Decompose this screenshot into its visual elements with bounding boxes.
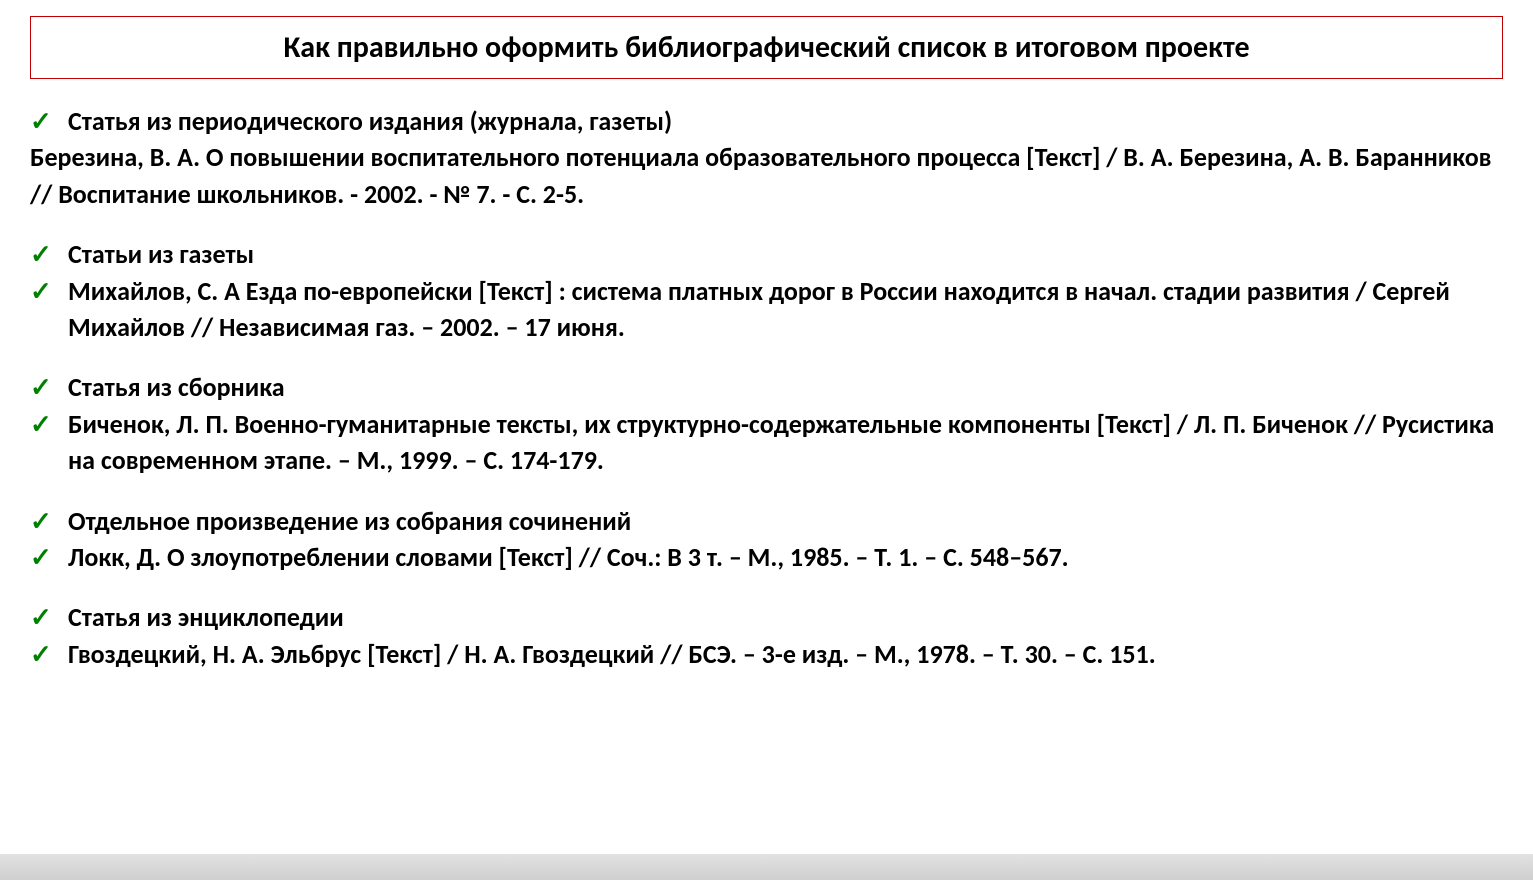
- footer-bar: [0, 854, 1533, 880]
- section-newspaper: ✓ Статьи из газеты ✓ Михайлов, С. А Езда…: [30, 236, 1503, 345]
- heading-line: ✓ Отдельное произведение из собрания соч…: [30, 503, 1503, 539]
- body-line: ✓ Михайлов, С. А Езда по-европейски [Тек…: [30, 273, 1503, 346]
- content-area: ✓ Статья из периодического издания (журн…: [0, 103, 1533, 672]
- body-text: Михайлов, С. А Езда по-европейски [Текст…: [68, 273, 1503, 346]
- heading-text: Статья из периодического издания (журнал…: [68, 103, 1503, 139]
- body-text: Березина, В. А. О повышении воспитательн…: [30, 139, 1503, 212]
- check-icon: ✓: [30, 369, 60, 405]
- heading-text: Статьи из газеты: [68, 236, 1503, 272]
- body-line: ✓ Локк, Д. О злоупотреблении словами [Те…: [30, 539, 1503, 575]
- heading-text: Статья из энциклопедии: [68, 599, 1503, 635]
- title-box: Как правильно оформить библиографический…: [30, 16, 1503, 79]
- heading-text: Отдельное произведение из собрания сочин…: [68, 503, 1503, 539]
- body-line: ✓ Биченок, Л. П. Военно-гуманитарные тек…: [30, 406, 1503, 479]
- heading-text: Статья из сборника: [68, 369, 1503, 405]
- section-works: ✓ Отдельное произведение из собрания соч…: [30, 503, 1503, 576]
- section-periodical: ✓ Статья из периодического издания (журн…: [30, 103, 1503, 212]
- heading-line: ✓ Статья из сборника: [30, 369, 1503, 405]
- check-icon: ✓: [30, 103, 60, 139]
- check-icon: ✓: [30, 406, 60, 442]
- check-icon: ✓: [30, 273, 60, 309]
- check-icon: ✓: [30, 599, 60, 635]
- page-title: Как правильно оформить библиографический…: [51, 29, 1482, 66]
- section-encyclopedia: ✓ Статья из энциклопедии ✓ Гвоздецкий, Н…: [30, 599, 1503, 672]
- check-icon: ✓: [30, 636, 60, 672]
- check-icon: ✓: [30, 503, 60, 539]
- check-icon: ✓: [30, 236, 60, 272]
- section-collection: ✓ Статья из сборника ✓ Биченок, Л. П. Во…: [30, 369, 1503, 478]
- body-line: ✓ Гвоздецкий, Н. А. Эльбрус [Текст] / Н.…: [30, 636, 1503, 672]
- heading-line: ✓ Статья из энциклопедии: [30, 599, 1503, 635]
- check-icon: ✓: [30, 539, 60, 575]
- body-text: Биченок, Л. П. Военно-гуманитарные текст…: [68, 406, 1503, 479]
- body-text: Гвоздецкий, Н. А. Эльбрус [Текст] / Н. А…: [68, 636, 1503, 672]
- heading-line: ✓ Статьи из газеты: [30, 236, 1503, 272]
- heading-line: ✓ Статья из периодического издания (журн…: [30, 103, 1503, 139]
- body-text: Локк, Д. О злоупотреблении словами [Текс…: [68, 539, 1503, 575]
